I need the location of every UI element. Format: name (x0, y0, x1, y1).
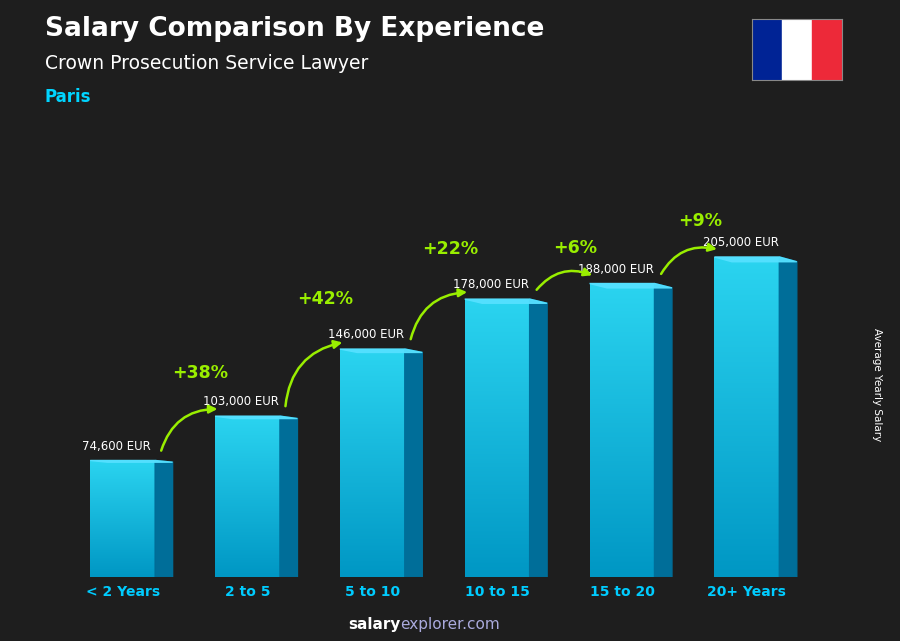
Text: 178,000 EUR: 178,000 EUR (453, 278, 529, 291)
Polygon shape (155, 460, 173, 577)
Text: 188,000 EUR: 188,000 EUR (578, 263, 653, 276)
Polygon shape (715, 257, 796, 262)
Text: 146,000 EUR: 146,000 EUR (328, 328, 404, 341)
Bar (752, 19, 781, 80)
Text: +38%: +38% (172, 364, 229, 382)
Text: 205,000 EUR: 205,000 EUR (703, 236, 778, 249)
Text: Paris: Paris (45, 88, 92, 106)
Text: +9%: +9% (678, 212, 722, 230)
Polygon shape (405, 349, 422, 577)
Text: +6%: +6% (553, 238, 597, 256)
Text: +22%: +22% (422, 240, 478, 258)
Polygon shape (280, 416, 297, 577)
Bar (781, 19, 812, 80)
Polygon shape (590, 283, 672, 288)
Text: explorer.com: explorer.com (400, 617, 500, 633)
Bar (812, 19, 842, 80)
Polygon shape (779, 257, 796, 577)
Text: 103,000 EUR: 103,000 EUR (203, 395, 279, 408)
Text: Average Yearly Salary: Average Yearly Salary (872, 328, 883, 441)
Text: salary: salary (348, 617, 400, 633)
Text: Crown Prosecution Service Lawyer: Crown Prosecution Service Lawyer (45, 54, 368, 74)
Text: +42%: +42% (297, 290, 353, 308)
Text: 74,600 EUR: 74,600 EUR (82, 440, 151, 453)
Polygon shape (464, 299, 547, 303)
Polygon shape (215, 416, 297, 419)
Polygon shape (340, 349, 422, 353)
Polygon shape (90, 460, 173, 462)
Polygon shape (529, 299, 547, 577)
Polygon shape (654, 283, 672, 577)
Text: Salary Comparison By Experience: Salary Comparison By Experience (45, 16, 544, 42)
